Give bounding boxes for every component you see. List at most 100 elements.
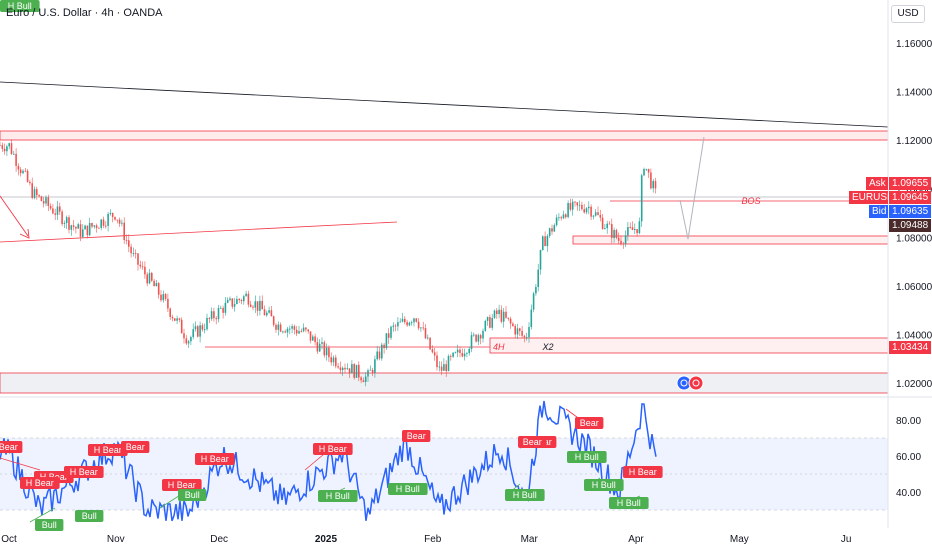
candle-body	[17, 165, 20, 170]
candle-body	[224, 302, 227, 313]
resistance-zone	[0, 130, 889, 141]
candle-body	[514, 325, 516, 335]
candle-body	[270, 310, 273, 317]
candle-body	[376, 351, 378, 360]
candle-body	[325, 347, 328, 356]
bear-label: Bear	[0, 442, 18, 452]
candle-body	[562, 214, 565, 219]
arrow-head	[19, 228, 30, 239]
candle-body	[385, 333, 388, 349]
rsi-pane[interactable]: Bear H Bear H Bear H Bear H Bear Bear H Bear H …	[0, 0, 888, 531]
candle-body	[378, 351, 381, 359]
candle-body	[291, 326, 293, 329]
candle-body	[574, 201, 576, 203]
price-tick-label: 1.02000	[896, 379, 932, 390]
candle-body	[484, 320, 487, 331]
candle-body	[279, 324, 282, 332]
bear-label: H Bear	[629, 467, 657, 477]
candle-body	[427, 337, 429, 339]
bear-label-box	[121, 441, 150, 453]
candle-body	[305, 327, 307, 330]
candle-body	[544, 236, 546, 247]
candle-body	[512, 323, 514, 326]
candle-body	[537, 269, 539, 287]
candle-body	[530, 309, 533, 327]
bear-label: Bear	[580, 418, 599, 428]
candle-body	[417, 321, 420, 329]
candle-body	[362, 380, 365, 383]
economic-events-icon[interactable]	[676, 375, 704, 391]
currency-button[interactable]: USD	[891, 5, 925, 23]
candle-body	[171, 317, 174, 319]
candle-body	[164, 294, 167, 299]
candle-body	[463, 353, 466, 357]
candle-body	[162, 294, 165, 301]
rsi-tick-label: 80.00	[896, 416, 921, 427]
candle-body	[627, 227, 629, 236]
candle-body	[461, 352, 464, 357]
candle-body	[118, 219, 121, 224]
candle-body	[302, 327, 305, 332]
candle-body	[645, 168, 648, 170]
bull-label: H Bull	[8, 1, 32, 11]
candle-body	[316, 342, 319, 352]
price-pane[interactable]: BOS 4H X2	[0, 81, 889, 394]
candle-body	[456, 349, 459, 353]
candle-body	[19, 169, 22, 174]
candle-body	[410, 322, 413, 324]
time-tick-label: Mar	[521, 534, 539, 545]
candle-body	[424, 328, 427, 339]
candle-body	[436, 355, 438, 368]
downtrend-line[interactable]	[0, 81, 889, 128]
candle-body	[15, 153, 17, 166]
line-value: 1.09488	[889, 219, 931, 232]
candle-body	[339, 367, 342, 371]
candle-body	[125, 239, 128, 241]
time-axis[interactable]: Oct Nov Dec 2025 Feb Mar Apr May Ju	[1, 534, 851, 545]
candle-body	[355, 364, 358, 378]
candle-body	[502, 311, 505, 322]
candle-body	[652, 181, 654, 189]
time-tick-label: May	[730, 534, 749, 545]
price-axis[interactable]: 1.16000 1.14000 1.12000 1.10000 1.08000 1.060…	[896, 39, 932, 390]
rsi-line[interactable]	[0, 400, 657, 522]
candle-body	[440, 366, 443, 371]
candle-body	[29, 181, 31, 184]
candle-body	[585, 208, 588, 213]
candle-body	[392, 325, 395, 327]
candle-body	[180, 319, 183, 334]
candle-body	[571, 201, 574, 210]
candle-body	[45, 197, 47, 204]
candle-body	[638, 221, 641, 234]
bear-label: H Bear	[201, 454, 229, 464]
candle-body	[500, 309, 503, 322]
candle-body	[61, 211, 63, 224]
candle-body	[93, 225, 96, 227]
bear-label-box	[20, 477, 60, 489]
candle-body	[620, 240, 622, 244]
candle-body	[132, 253, 135, 254]
candle-body	[107, 213, 109, 226]
candle-body	[507, 317, 510, 319]
candle-body	[622, 243, 625, 245]
candle-body	[0, 145, 1, 146]
candle-body	[128, 240, 130, 247]
rsi-axis[interactable]: 80.00 60.00 40.00	[896, 416, 921, 499]
candles[interactable]	[0, 139, 657, 387]
projection-path[interactable]	[679, 136, 705, 240]
x2-label: X2	[541, 342, 553, 352]
candle-body	[40, 196, 43, 202]
candle-body	[578, 204, 581, 206]
candle-body	[130, 246, 132, 254]
rising-trend-line[interactable]	[0, 221, 398, 243]
bear-label: H Bear	[94, 445, 122, 455]
candle-body	[38, 195, 40, 197]
candle-body	[408, 322, 411, 326]
candle-body	[629, 227, 631, 228]
candle-body	[337, 366, 339, 368]
candle-body	[141, 266, 144, 268]
time-tick-label: Feb	[424, 534, 442, 545]
price-tick-label: 1.14000	[896, 88, 932, 99]
price-tick-label: 1.16000	[896, 39, 932, 50]
